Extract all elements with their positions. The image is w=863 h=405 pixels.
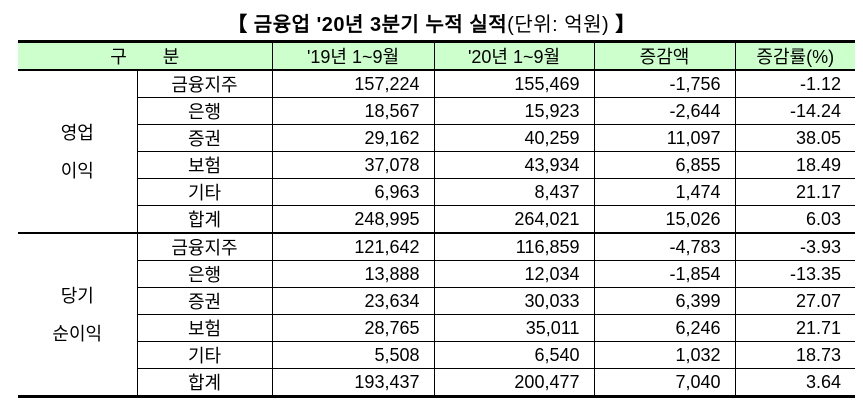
cell-y20: 15,923 [433, 97, 594, 125]
cell-diff: 1,474 [593, 178, 735, 206]
row-name: 기타 [136, 178, 272, 206]
table-row: 보험 37,078 43,934 6,855 18.49 [18, 151, 855, 179]
table-row: 증권 23,634 30,033 6,399 27.07 [18, 287, 855, 315]
table-row: 합계 248,995 264,021 15,026 6.03 [18, 205, 855, 234]
row-name: 금융지주 [136, 70, 272, 98]
cell-rate: -1.12 [734, 70, 855, 98]
row-name: 증권 [136, 287, 272, 315]
cell-y20: 6,540 [433, 341, 594, 369]
cell-y20: 116,859 [433, 233, 594, 261]
table-row: 은행 13,888 12,034 -1,854 -13.35 [18, 260, 855, 288]
cell-diff: 6,246 [593, 314, 735, 342]
header-change-rate: 증감률(%) [734, 40, 855, 71]
header-2020: '20년 1~9월 [433, 40, 594, 71]
cell-y20: 200,477 [433, 368, 594, 398]
cell-rate: 21.17 [734, 178, 855, 206]
cell-y20: 43,934 [433, 151, 594, 179]
section-label-line: 당기 [60, 285, 94, 306]
header-category: 구 분 [18, 40, 272, 71]
title-unit: (단위: 억원) [507, 14, 610, 36]
cell-y19: 18,567 [271, 97, 434, 125]
cell-rate: 27.07 [734, 287, 855, 315]
cell-diff: -4,783 [593, 233, 735, 261]
cell-y20: 155,469 [433, 70, 594, 98]
table-row: 기타 5,508 6,540 1,032 18.73 [18, 341, 855, 369]
cell-y19: 157,224 [271, 70, 434, 98]
row-name: 기타 [136, 341, 272, 369]
cell-y19: 6,963 [271, 178, 434, 206]
cell-y20: 264,021 [433, 205, 594, 234]
cell-rate: 38.05 [734, 124, 855, 152]
table-row: 당기 순이익 금융지주 121,642 116,859 -4,783 -3.93 [18, 233, 855, 398]
row-name: 합계 [136, 368, 272, 398]
table-row: 기타 6,963 8,437 1,474 21.17 [18, 178, 855, 206]
cell-rate: 18.73 [734, 341, 855, 369]
cell-y19: 37,078 [271, 151, 434, 179]
section-label-line: 순이익 [52, 323, 103, 344]
cell-diff: -1,756 [593, 70, 735, 98]
table-row: 합계 193,437 200,477 7,040 3.64 [18, 368, 855, 398]
row-name: 금융지주 [136, 233, 272, 261]
table-row: 증권 29,162 40,259 11,097 38.05 [18, 124, 855, 152]
cell-y20: 35,011 [433, 314, 594, 342]
cell-rate: 21.71 [734, 314, 855, 342]
cell-y19: 23,634 [271, 287, 434, 315]
cell-y20: 8,437 [433, 178, 594, 206]
cell-rate: 3.64 [734, 368, 855, 398]
cell-diff: 7,040 [593, 368, 735, 398]
cell-y19: 28,765 [271, 314, 434, 342]
cell-y19: 248,995 [271, 205, 434, 234]
cell-rate: -13.35 [734, 260, 855, 288]
header-2019: '19년 1~9월 [271, 40, 434, 71]
row-name: 증권 [136, 124, 272, 152]
row-name: 보험 [136, 151, 272, 179]
cell-y19: 13,888 [271, 260, 434, 288]
table-row: 보험 28,765 35,011 6,246 21.71 [18, 314, 855, 342]
cell-y19: 193,437 [271, 368, 434, 398]
title-close: 】 [609, 14, 636, 36]
cell-y19: 29,162 [271, 124, 434, 152]
cell-rate: 6.03 [734, 205, 855, 234]
cell-diff: 1,032 [593, 341, 735, 369]
cell-rate: -14.24 [734, 97, 855, 125]
header-change-amount: 증감액 [593, 40, 735, 71]
header-row: 구 분 '19년 1~9월 '20년 1~9월 증감액 증감률(%) [18, 40, 855, 71]
cell-rate: -3.93 [734, 233, 855, 261]
cell-y20: 40,259 [433, 124, 594, 152]
cell-diff: 11,097 [593, 124, 735, 152]
section-label-line: 영업 [60, 122, 94, 143]
cell-y20: 12,034 [433, 260, 594, 288]
cell-y19: 5,508 [271, 341, 434, 369]
row-name: 합계 [136, 205, 272, 234]
row-name: 은행 [136, 260, 272, 288]
cell-diff: 15,026 [593, 205, 735, 234]
section-label-line: 이익 [60, 160, 94, 181]
cell-diff: 6,855 [593, 151, 735, 179]
row-name: 은행 [136, 97, 272, 125]
cell-y19: 121,642 [271, 233, 434, 261]
cell-diff: 6,399 [593, 287, 735, 315]
table-title: 【 금융업 '20년 3분기 누적 실적(단위: 억원) 】 [0, 8, 863, 37]
cell-diff: -2,644 [593, 97, 735, 125]
title-text: 【 금융업 '20년 3분기 누적 실적 [227, 14, 508, 36]
financial-results-table: 구 분 '19년 1~9월 '20년 1~9월 증감액 증감률(%) 영업 이익 금… [18, 40, 855, 398]
cell-y20: 30,033 [433, 287, 594, 315]
row-name: 보험 [136, 314, 272, 342]
cell-diff: -1,854 [593, 260, 735, 288]
table-row: 영업 이익 금융지주 157,224 155,469 -1,756 -1.12 [18, 70, 855, 234]
cell-rate: 18.49 [734, 151, 855, 179]
table-row: 은행 18,567 15,923 -2,644 -14.24 [18, 97, 855, 125]
